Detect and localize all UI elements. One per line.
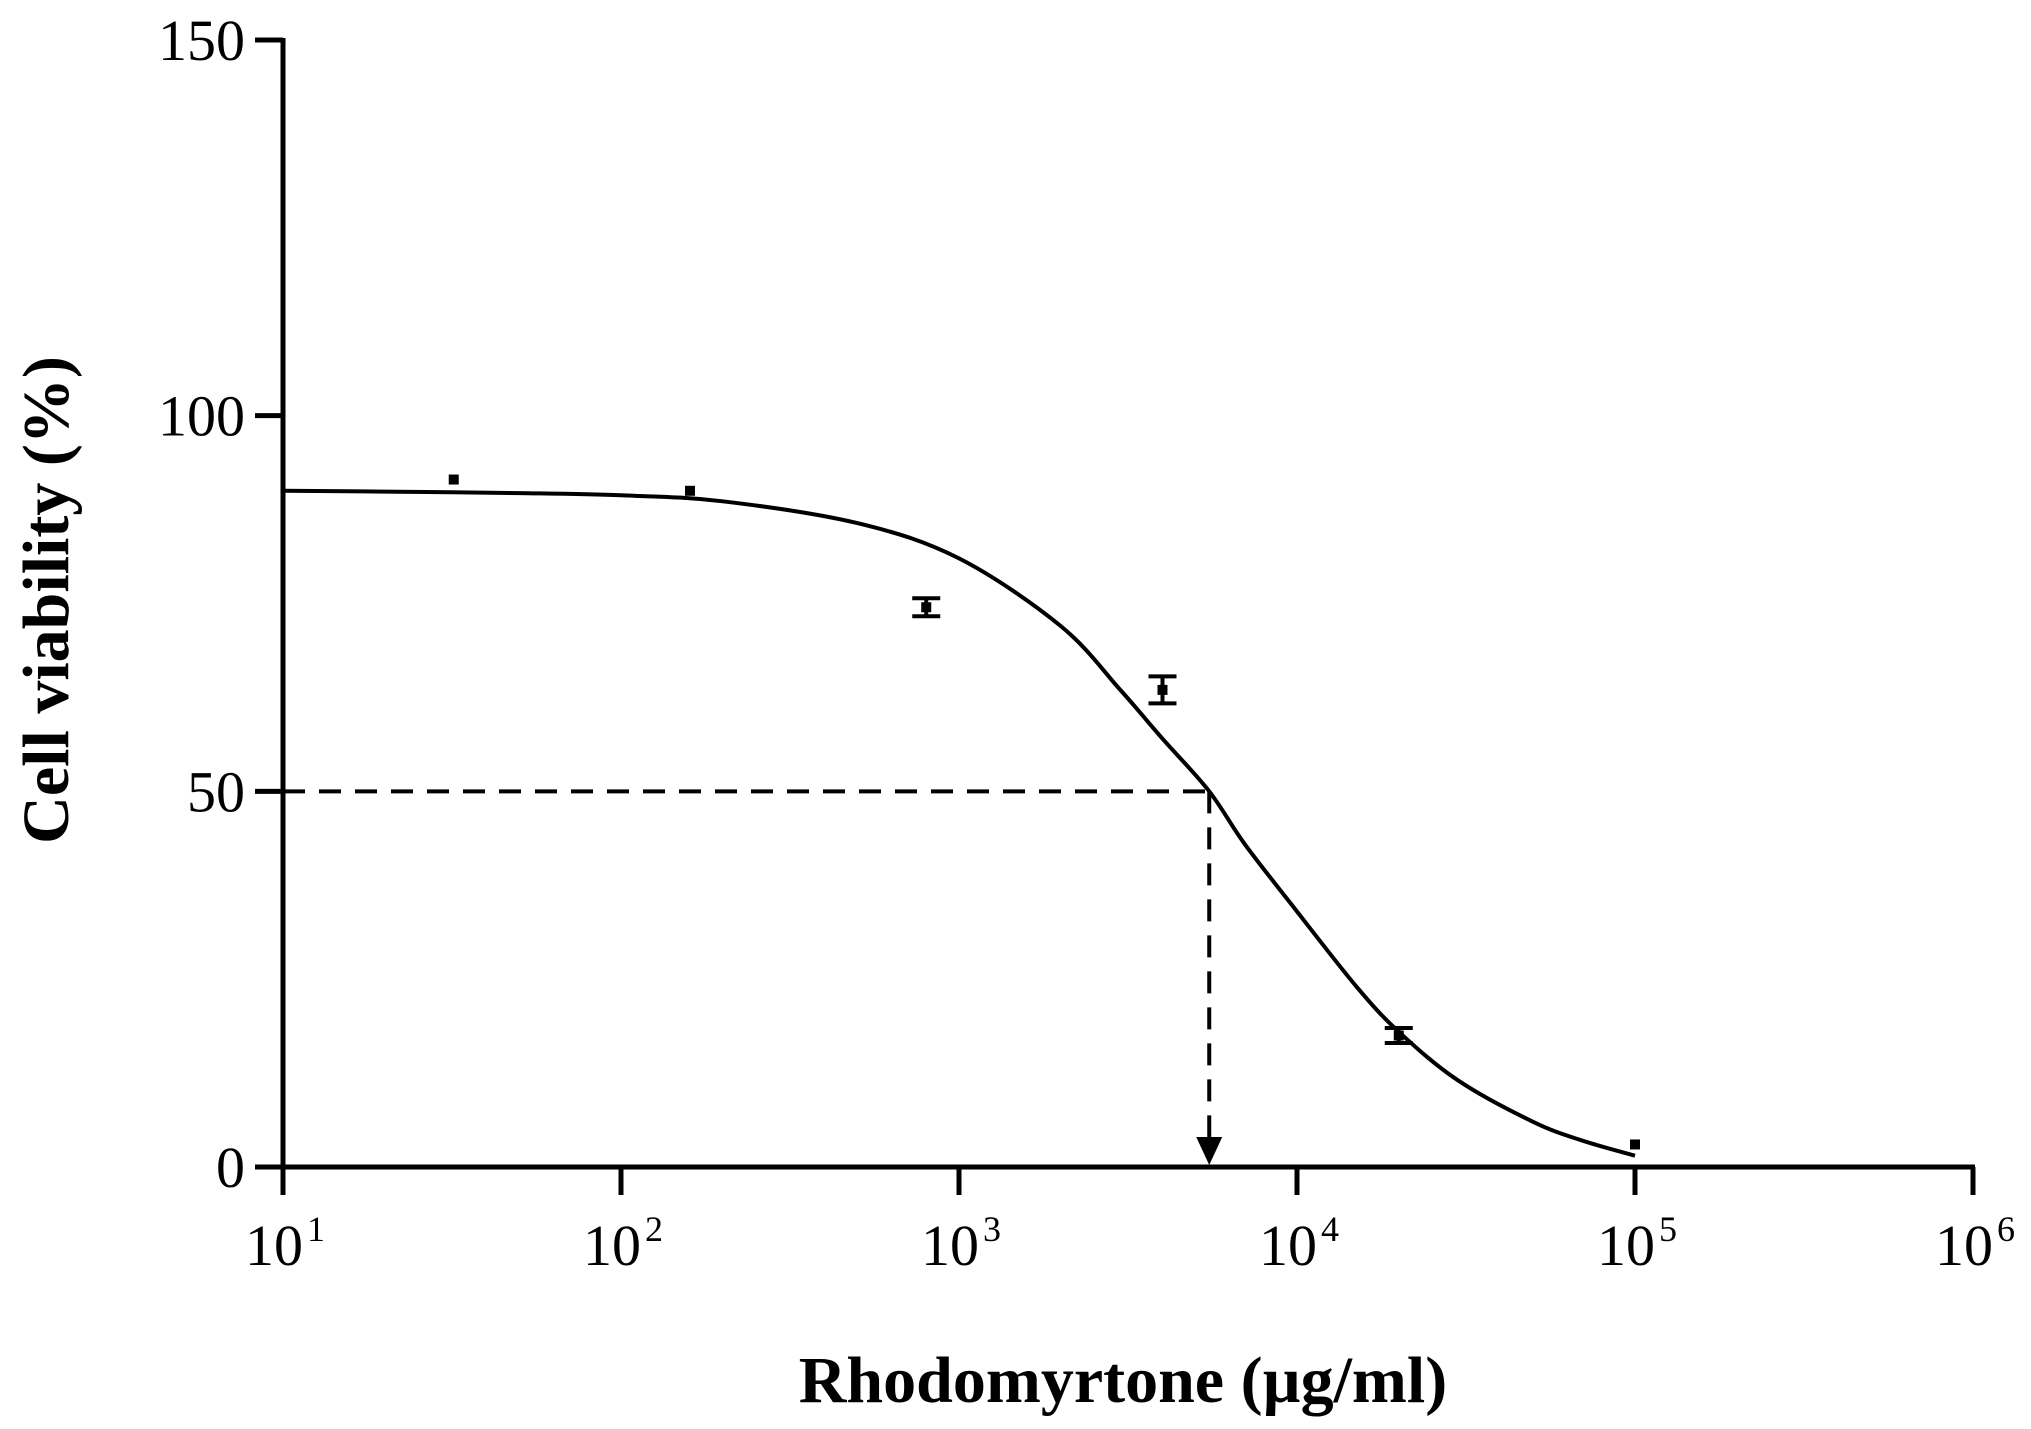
point-marker: [1393, 1030, 1404, 1041]
point-marker: [684, 485, 695, 496]
data-point: [1384, 1026, 1413, 1046]
y-axis-title: Cell viability (%): [10, 356, 83, 844]
x-tick-label: 10 6: [1935, 1209, 2015, 1278]
x-axis-ticks: 10 1 10 2 10 3 10 4 10 5 10 6: [245, 1167, 2015, 1278]
ic50-arrowhead: [1196, 1137, 1223, 1165]
data-point: [1148, 674, 1177, 706]
data-point: [912, 596, 941, 619]
point-marker: [1157, 684, 1168, 695]
data-point: [684, 485, 695, 496]
y-tick-label: 100: [158, 384, 245, 449]
point-marker: [1630, 1139, 1640, 1150]
axes: [280, 38, 1975, 1170]
fit-curve: [282, 488, 1636, 1158]
x-tick-label: 10 1: [245, 1209, 325, 1278]
x-tick-label: 10 2: [583, 1209, 663, 1278]
data-point: [448, 474, 459, 485]
x-tick-label: 10 5: [1597, 1209, 1677, 1278]
point-marker: [921, 602, 932, 613]
x-axis-title: Rhodomyrtone (µg/ml): [799, 1344, 1447, 1417]
x-tick-label: 10 4: [1259, 1209, 1339, 1278]
y-tick-label: 50: [187, 759, 245, 824]
data-points: [448, 474, 1640, 1150]
point-marker: [448, 474, 459, 485]
data-point: [1630, 1139, 1640, 1150]
y-tick-label: 150: [158, 8, 245, 73]
y-tick-label: 0: [216, 1135, 245, 1200]
x-tick-label: 10 3: [921, 1209, 1001, 1278]
ic50-guides: [283, 789, 1223, 1165]
y-axis-ticks: 0 50 100 150: [158, 8, 283, 1200]
